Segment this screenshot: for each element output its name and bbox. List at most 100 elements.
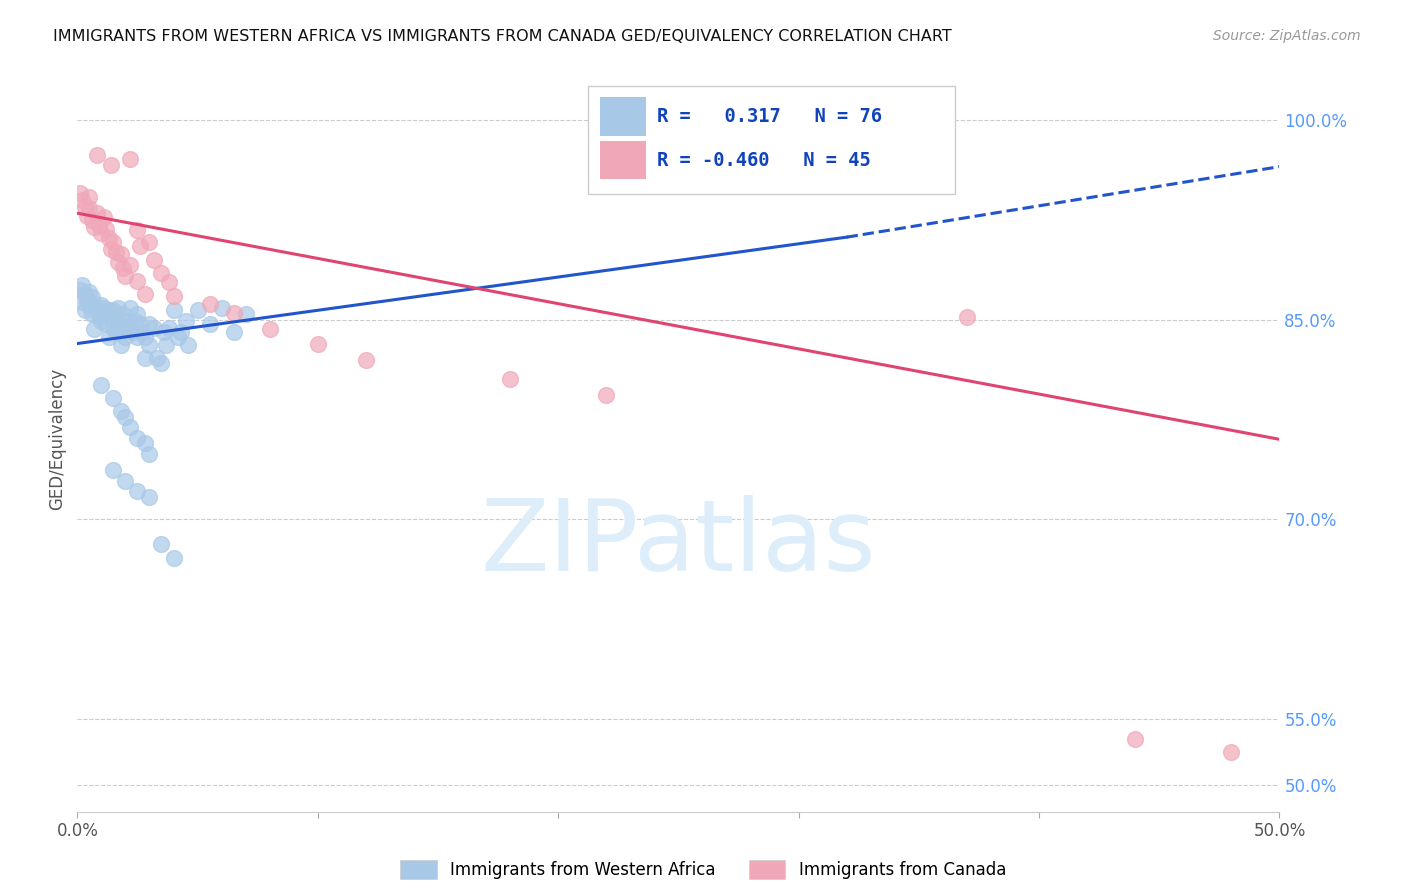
FancyBboxPatch shape [588,86,955,194]
Point [90,226,112,240]
Point [76,209,98,223]
Point [167,330,190,344]
Point [145,351,167,366]
Point [211,301,233,315]
Point [110,404,132,418]
Point [79,201,101,215]
Point [134,436,156,450]
Point [127,223,149,237]
Point [153,325,176,339]
Point [127,431,149,445]
Point [79,285,101,299]
Point [103,463,125,477]
Point [114,474,136,488]
Point [83,296,105,310]
Point [157,276,180,290]
Point [128,317,150,331]
Point [70,193,93,207]
Point [100,158,122,172]
Point [120,258,142,272]
FancyBboxPatch shape [600,141,645,179]
Point [93,210,115,224]
Point [100,311,122,326]
Point [127,330,149,344]
Point [177,338,200,352]
Point [120,320,142,334]
Point [956,310,979,324]
Point [80,290,103,304]
Point [114,409,136,424]
Point [69,186,91,201]
Point [198,317,221,331]
Point [97,231,120,245]
Point [97,330,120,344]
Point [103,391,125,405]
Point [120,301,142,315]
Point [595,388,617,402]
Point [110,338,132,352]
Point [354,352,377,367]
Point [150,266,173,280]
Point [124,314,146,328]
Point [222,325,245,339]
Point [79,190,101,204]
Point [162,550,184,565]
Point [143,252,166,267]
Point [162,288,184,302]
Point [86,206,108,220]
Point [235,307,257,321]
Point [80,212,103,227]
Point [114,330,136,344]
Point [155,338,177,352]
Text: ZIPatlas: ZIPatlas [481,495,876,592]
Y-axis label: GED/Equivalency: GED/Equivalency [48,368,66,510]
Point [86,301,108,316]
Point [117,314,139,328]
Point [79,299,101,313]
Point [83,322,105,336]
Point [222,306,245,320]
Point [73,200,96,214]
Point [138,235,160,250]
Text: R =   0.317   N = 76: R = 0.317 N = 76 [657,107,882,127]
Point [307,336,329,351]
Point [499,372,522,386]
Text: R = -0.460   N = 45: R = -0.460 N = 45 [657,151,870,169]
Point [157,320,180,334]
Point [150,537,173,551]
Point [76,293,98,308]
Point [96,317,118,331]
Point [83,219,105,234]
Point [134,351,156,366]
Point [103,320,125,334]
Point [80,307,103,321]
Point [932,142,955,156]
Point [93,301,115,315]
Point [90,298,112,312]
Point [110,247,132,261]
Point [114,268,136,283]
Point [87,218,110,232]
Point [87,309,110,323]
Point [111,307,134,321]
Point [103,235,125,250]
Point [883,165,905,179]
Point [1220,745,1243,759]
Point [111,260,134,275]
Point [187,303,209,318]
Point [150,357,173,371]
Point [70,295,93,310]
Point [170,325,193,339]
Point [127,307,149,321]
Text: Source: ZipAtlas.com: Source: ZipAtlas.com [1213,29,1361,43]
Point [100,242,122,256]
Point [90,377,112,392]
Point [114,323,136,337]
Point [138,490,160,504]
Point [259,322,281,336]
Point [121,325,143,339]
Point [97,303,120,318]
Point [107,301,129,315]
Point [131,325,153,339]
Point [1123,731,1146,746]
